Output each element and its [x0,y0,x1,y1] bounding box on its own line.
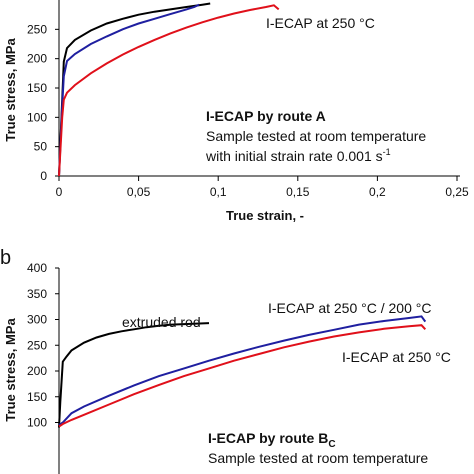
sample-note-a: Sample tested at room temperature [206,128,426,144]
route-bc-text: I-ECAP by route B [208,430,328,446]
route-a-label: I-ECAP by route A [206,108,326,124]
panel-b-y-tick-label: 200 [27,364,47,378]
route-bc-subscript: C [328,439,335,450]
label-ecap-250-200: I-ECAP at 250 °C / 200 °C [268,300,431,316]
label-ecap-250-b: I-ECAP at 250 °C [342,349,451,365]
panel-a-y-axis-label: True stress, MPa [3,38,18,142]
route-bc-label: I-ECAP by route BC [208,430,336,450]
panel-a-x-tick-label: 0 [56,185,63,199]
panel-a-series [58,2,280,177]
panel-a-y-ticks: 0 50 100 150 200 250 [27,22,59,183]
panel-b-series-line-0 [58,322,210,428]
panel-a-y-tick-label: 150 [27,81,47,95]
panel-a-y-tick-label: 100 [27,110,47,124]
strain-rate-text: with initial strain rate 0.001 s [205,148,383,164]
panel-a-y-tick-label: 0 [40,169,47,183]
panel-b-letter: b [0,247,11,269]
panel-a-series-line-0 [58,2,211,177]
panel-b-y-tick-label: 100 [27,416,47,430]
sample-note-b: Sample tested at room temperature [208,450,428,466]
panel-b-y-tick-label: 250 [27,338,47,352]
panel-a-x-tick-label: 0,2 [369,185,386,199]
panel-b-series-line-2 [58,324,427,428]
panel-b-series-line-1 [58,315,427,426]
panel-a-x-axis-label: True strain, - [226,208,304,223]
panel-b-y-tick-label: 150 [27,390,47,404]
panel-a-x-tick-label: 0,05 [127,185,151,199]
panel-b-series [58,315,427,428]
panel-a-series-line-2 [58,4,280,177]
panel-b-y-tick-label: 300 [27,313,47,327]
panel-b-y-axis-label: True stress, MPa [3,318,18,422]
panel-a-x-tick-label: 0,15 [286,185,310,199]
strain-rate-note: with initial strain rate 0.001 s-1 [205,147,391,164]
panel-a-y-tick-label: 200 [27,52,47,66]
panel-a-x-tick-label: 0,1 [210,185,227,199]
panel-b-y-ticks: 400 350 300 250 200 150 100 [27,261,59,430]
panel-a-y-tick-label: 50 [34,140,48,154]
panel-b-y-tick-label: 350 [27,287,47,301]
label-ecap-250-a: I-ECAP at 250 °C [266,15,375,31]
panel-b: b True stress, MPa 400 350 300 250 200 150 100… [0,247,451,474]
extruded-rod-label: extruded rod [122,314,201,330]
strain-rate-superscript: -1 [383,147,391,157]
panel-a-x-ticks: 0 0,05 0,1 0,15 0,2 0,25 [56,176,469,199]
panel-b-y-tick-label: 400 [27,261,47,275]
panel-a: True stress, MPa 0 50 100 150 200 250 0 0,05 0,… [3,0,469,223]
panel-a-series-line-1 [58,3,200,177]
panel-a-y-tick-label: 250 [27,22,47,36]
panel-a-x-tick-label: 0,25 [445,185,469,199]
